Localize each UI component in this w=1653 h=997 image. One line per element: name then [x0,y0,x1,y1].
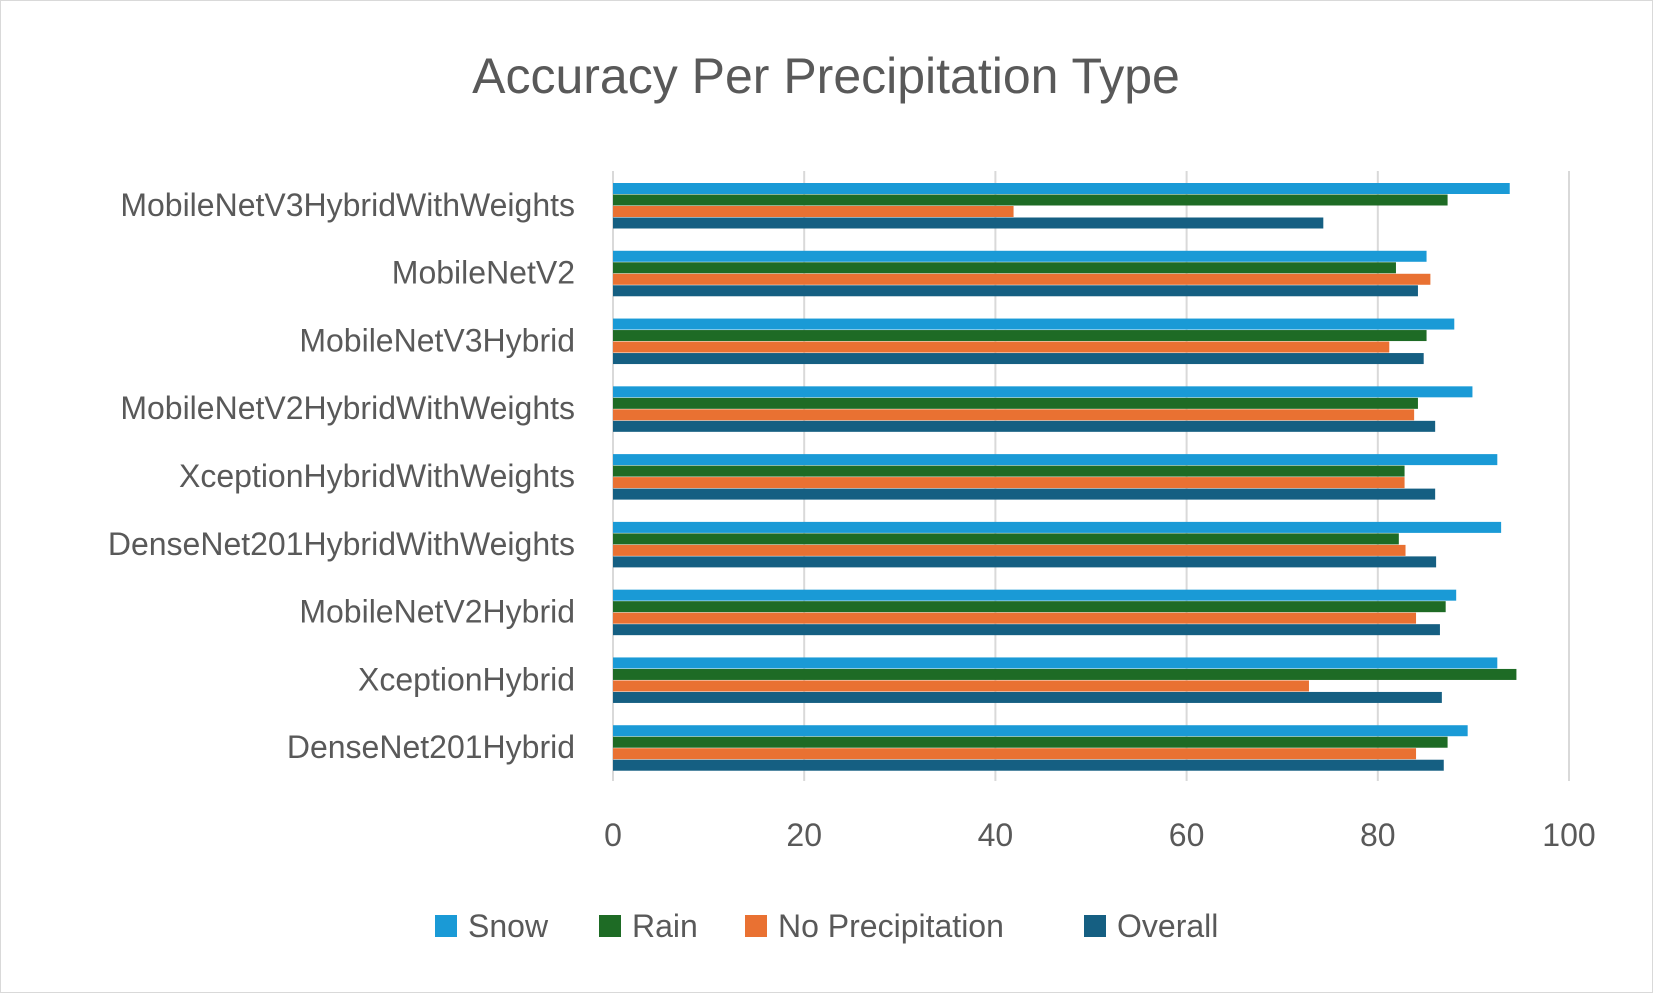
category-label: MobileNetV2HybridWithWeights [120,390,575,426]
bar-rain [613,736,1448,748]
legend-label: Snow [468,908,549,944]
bar-rain [613,668,1517,680]
bar-rain [613,330,1427,342]
legend-swatch [745,915,767,937]
category-label: DenseNet201Hybrid [287,729,575,765]
bar-snow [613,657,1498,669]
bar-snow [613,386,1473,398]
bar-snow [613,454,1498,466]
bar-overall [613,624,1440,636]
bar-snow [613,318,1455,330]
category-label: XceptionHybridWithWeights [179,458,575,494]
category-label: XceptionHybrid [358,661,575,697]
bar-no-precipitation [613,612,1417,624]
category-label: DenseNet201HybridWithWeights [108,526,575,562]
bar-rain [613,601,1446,613]
bar-snow [613,521,1502,533]
x-tick-label: 100 [1542,817,1595,853]
category-label: MobileNetV3Hybrid [299,322,575,358]
x-tick-label: 40 [978,817,1014,853]
bar-no-precipitation [613,680,1309,692]
bar-overall [613,353,1424,365]
legend-swatch [1084,915,1106,937]
legend-label: Overall [1117,908,1218,944]
bar-no-precipitation [613,409,1415,421]
bar-overall [613,217,1324,229]
category-labels: MobileNetV3HybridWithWeights MobileNetV2 M… [108,187,575,765]
bar-rain [613,262,1396,274]
legend-swatch [599,915,621,937]
category-label: MobileNetV2 [392,255,575,291]
category-label: MobileNetV3HybridWithWeights [120,187,575,223]
bar-no-precipitation [613,273,1431,285]
chart-title: Accuracy Per Precipitation Type [472,48,1180,104]
legend-label: Rain [632,908,698,944]
bar-rain [613,397,1418,409]
bar-overall [613,488,1436,500]
bar-no-precipitation [613,341,1390,353]
bar-rain [613,194,1448,206]
bar-snow [613,725,1468,737]
bar-snow [613,183,1510,194]
x-tick-label: 60 [1169,817,1205,853]
bar-rain [613,533,1399,545]
x-tick-label: 0 [604,817,622,853]
bars [613,183,1517,771]
legend-swatch [435,915,457,937]
bar-no-precipitation [613,477,1405,489]
legend: Snow Rain No Precipitation Overall [435,908,1218,944]
bar-snow [613,589,1457,601]
x-axis-ticks: 0 20 40 60 80 100 [604,817,1596,853]
bar-overall [613,285,1418,297]
bar-no-precipitation [613,206,1014,217]
bar-overall [613,759,1444,771]
bar-rain [613,465,1405,477]
bar-no-precipitation [613,748,1417,760]
bar-overall [613,420,1436,432]
category-label: MobileNetV2Hybrid [299,594,575,630]
bar-overall [613,556,1437,568]
bar-overall [613,691,1442,703]
bar-snow [613,250,1427,262]
x-tick-label: 80 [1360,817,1396,853]
x-tick-label: 20 [786,817,822,853]
bar-no-precipitation [613,544,1406,556]
legend-label: No Precipitation [778,908,1004,944]
